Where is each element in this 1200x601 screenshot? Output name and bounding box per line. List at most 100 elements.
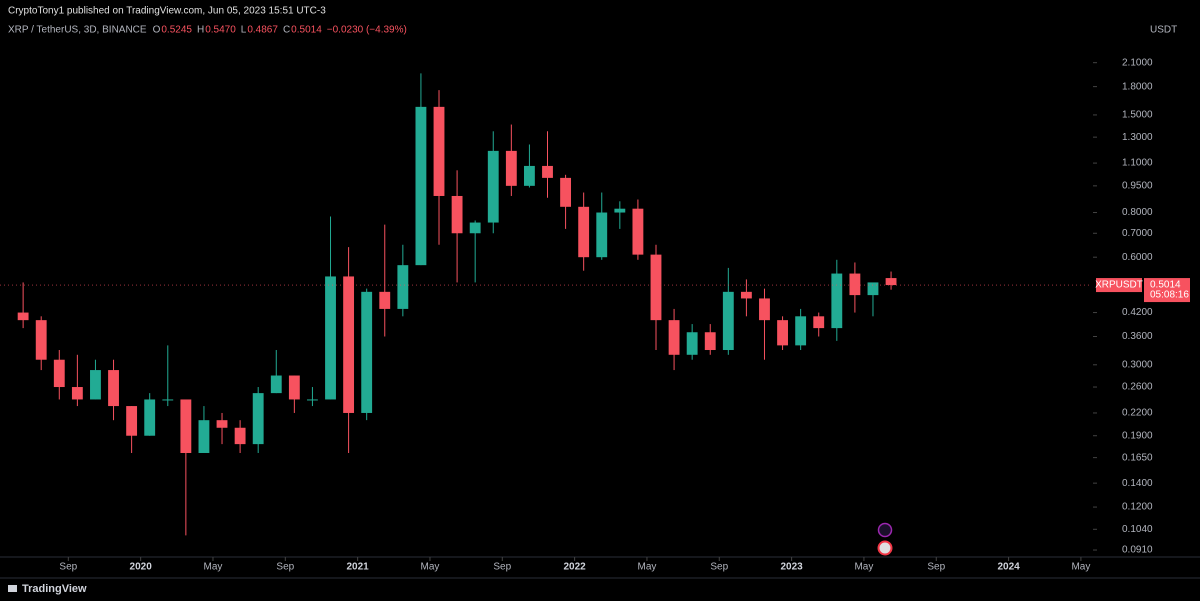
- candle-body: [108, 370, 119, 407]
- candle-body: [17, 312, 29, 321]
- candle-body: [686, 332, 698, 355]
- candle-body: [126, 406, 138, 436]
- y-tick-label: 0.1650: [1122, 452, 1153, 463]
- x-tick-label: Sep: [59, 562, 77, 573]
- currency-label: USDT: [1150, 25, 1177, 36]
- y-tick-label: 1.1000: [1122, 158, 1153, 169]
- ohlc-legend: O 0.5245 H 0.5470 L 0.4867 C 0.5014 −0.0230 (−4.…: [153, 25, 407, 36]
- x-tick-label: Sep: [493, 562, 511, 573]
- ohlc-key: H: [197, 25, 204, 36]
- candle: [849, 262, 861, 313]
- candle: [795, 308, 807, 351]
- candle: [668, 308, 680, 371]
- candle-body: [849, 273, 861, 296]
- candle-body: [270, 375, 282, 394]
- candle-body: [90, 370, 101, 400]
- x-tick-label: Sep: [276, 562, 294, 573]
- candle: [831, 259, 843, 341]
- candle: [704, 324, 716, 355]
- candle: [813, 312, 825, 337]
- event-icon[interactable]: [877, 540, 893, 556]
- symbol-title: XRP / TetherUS, 3D, BINANCE: [8, 25, 147, 36]
- candle-body: [867, 282, 879, 296]
- candle: [542, 131, 553, 198]
- candle: [614, 201, 626, 229]
- x-tick-label: 2024: [997, 562, 1020, 573]
- candle: [35, 316, 47, 371]
- event-icons[interactable]: [877, 522, 893, 556]
- last-price-label: 0.5014: [1150, 280, 1181, 291]
- candle-body: [777, 320, 788, 346]
- ohlc-key: C: [283, 25, 290, 36]
- symbol-badge: [1096, 278, 1142, 293]
- candle: [180, 399, 192, 536]
- last-price-badge: [1144, 278, 1190, 303]
- candle: [451, 170, 463, 283]
- y-tick-label: 0.0910: [1122, 545, 1153, 556]
- candle-body: [216, 420, 228, 428]
- logo-mark: [8, 585, 17, 592]
- candle: [361, 288, 373, 421]
- x-tick-label: 2021: [347, 562, 370, 573]
- candle-body: [740, 291, 752, 299]
- candle: [108, 359, 119, 421]
- y-tick-label: 0.1200: [1122, 502, 1153, 513]
- x-tick-label: May: [1071, 562, 1090, 573]
- symbol-label: XRPUSDT: [1095, 280, 1143, 291]
- candle-body: [180, 399, 192, 453]
- candle: [325, 216, 336, 400]
- candle: [578, 192, 590, 271]
- candle-body: [35, 320, 47, 360]
- y-tick-label: 0.9500: [1122, 180, 1153, 191]
- candle: [53, 350, 65, 400]
- candle-body: [704, 332, 716, 351]
- y-tick-label: 0.3600: [1122, 331, 1153, 342]
- y-tick-label: 2.1000: [1122, 57, 1153, 68]
- candle-body: [71, 387, 83, 400]
- candle: [722, 267, 734, 355]
- candle: [17, 282, 29, 329]
- candle: [288, 375, 300, 413]
- candle-body: [198, 420, 210, 453]
- candle-body: [144, 399, 156, 436]
- ohlc-value: 0.4867: [247, 25, 278, 36]
- y-tick-label: 1.3000: [1122, 132, 1153, 143]
- ohlc-value: 0.5470: [205, 25, 236, 36]
- candle: [216, 412, 228, 445]
- candle-body: [415, 106, 427, 266]
- candle-body: [234, 427, 246, 445]
- candle-body: [361, 291, 373, 413]
- candle: [632, 199, 644, 260]
- event-icon[interactable]: [877, 522, 893, 538]
- candle: [307, 387, 318, 407]
- candle-body: [469, 222, 481, 234]
- x-tick-label: May: [854, 562, 873, 573]
- candle: [740, 279, 752, 317]
- brand: TradingView: [22, 583, 87, 595]
- candle: [71, 354, 83, 407]
- footer-logo: TradingView: [8, 583, 87, 595]
- candle-body: [343, 276, 355, 413]
- candle-body: [722, 291, 734, 351]
- candle: [867, 282, 879, 317]
- y-tick-label: 0.8000: [1122, 207, 1153, 218]
- y-tick-label: 0.6000: [1122, 252, 1153, 263]
- candle-body: [53, 359, 65, 388]
- countdown-label: 05:08:16: [1150, 290, 1189, 301]
- y-tick-label: 0.1400: [1122, 478, 1153, 489]
- candle: [759, 288, 770, 360]
- x-tick-label: May: [421, 562, 440, 573]
- candle: [469, 220, 481, 283]
- x-tick-label: 2023: [780, 562, 803, 573]
- candle-body: [451, 195, 463, 234]
- candle-body: [325, 276, 336, 400]
- candle: [90, 359, 101, 400]
- candle: [487, 131, 499, 234]
- candle: [270, 350, 282, 394]
- published-line: CryptoTony1 published on TradingView.com…: [8, 6, 326, 17]
- x-tick-label: Sep: [927, 562, 945, 573]
- candle-body: [542, 165, 553, 178]
- candle-body: [578, 206, 590, 258]
- candle-body: [632, 208, 644, 255]
